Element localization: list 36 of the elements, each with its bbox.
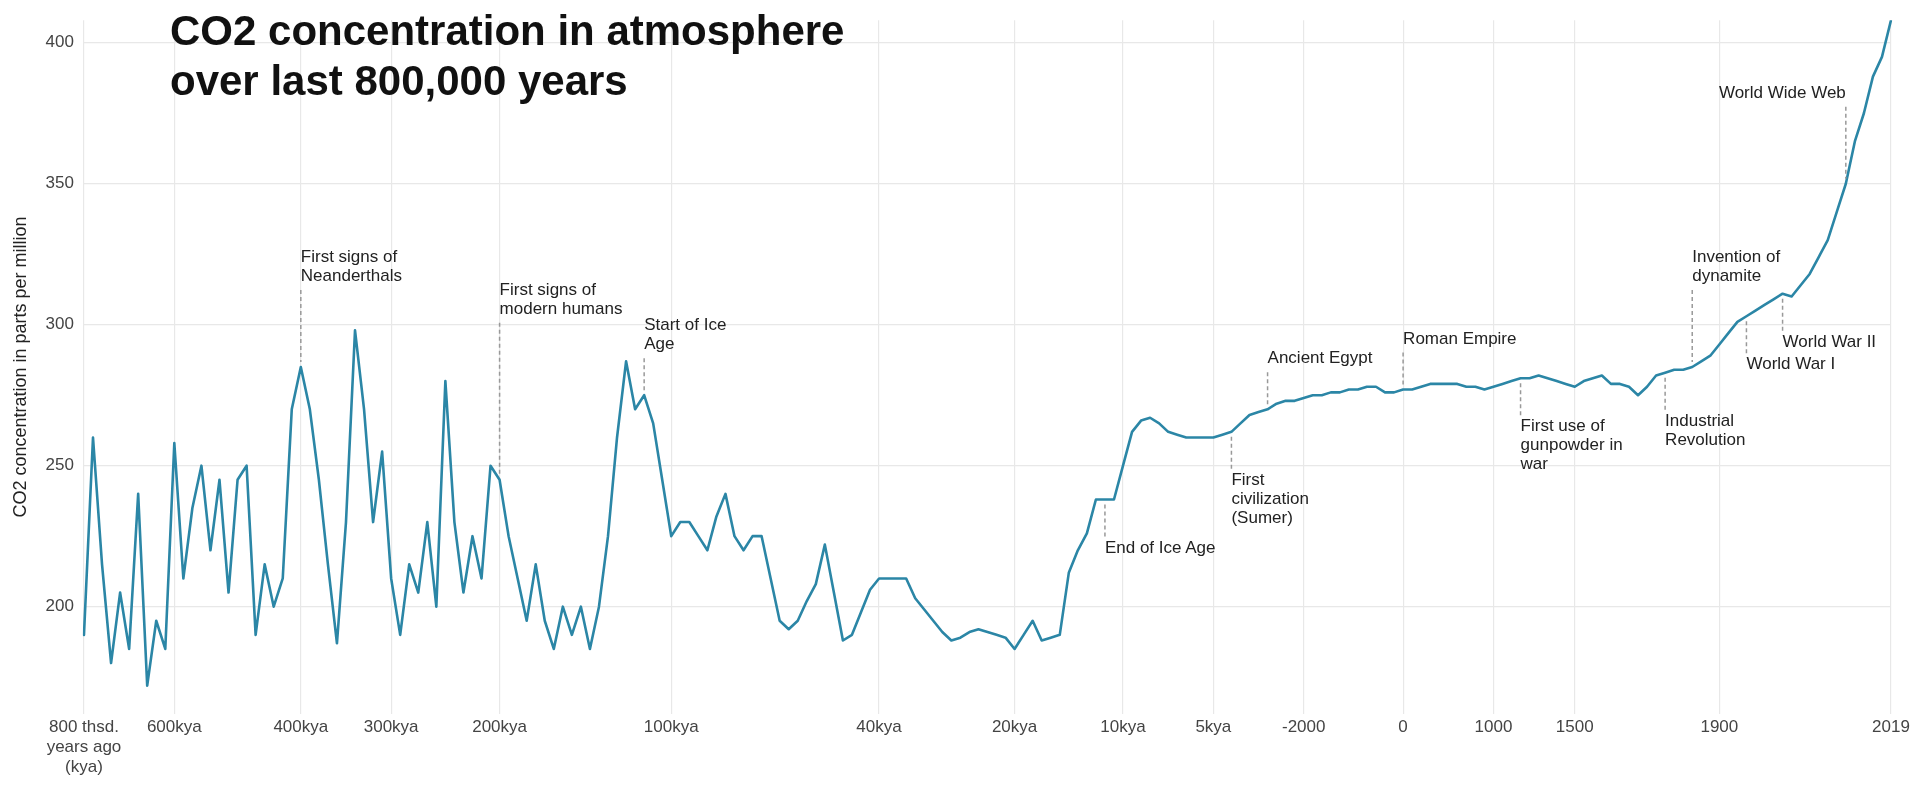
x-tick-label: 10kya (1100, 716, 1147, 736)
data-label: End of Ice Age (1104, 537, 1216, 557)
x-tick-label: 200kya (472, 716, 528, 736)
x-tick-label: 2019 (1872, 716, 1910, 736)
x-tick-label: 600kya (146, 716, 203, 736)
x-tick-label: 20kya (991, 716, 1038, 736)
x-tick-label: 400kya (273, 716, 329, 736)
x-tick-label: 0 (1398, 716, 1408, 736)
x-tick-label: 1000 (1474, 716, 1513, 736)
chart-title: CO2 concentration in atmosphere over last 800,000 years (170, 6, 846, 107)
x-tick-label: -2000 (1281, 716, 1326, 736)
y-tick-label: 250 (45, 455, 74, 475)
x-tick-label: 5kya (1195, 716, 1232, 736)
data-label: Industrial Revolution (1665, 410, 1746, 449)
y-tick-label: 400 (45, 32, 74, 52)
x-tick-label: 1900 (1700, 716, 1739, 736)
data-label: Ancient Egypt (1267, 348, 1373, 368)
data-label: Roman Empire (1403, 328, 1517, 348)
y-axis-title: CO2 concentration in parts per million (9, 216, 30, 518)
x-tick-label: 300kya (363, 716, 420, 736)
data-label: World War I (1746, 354, 1836, 374)
data-label: First signs of Neanderthals (300, 247, 402, 286)
data-label: Invention of dynamite (1692, 247, 1781, 286)
y-tick-label: 300 (45, 314, 74, 334)
data-label: First signs of modern humans (499, 279, 623, 318)
data-label: World War II (1782, 331, 1877, 351)
y-tick-label: 200 (45, 596, 74, 616)
x-tick-label: 800 thsd. years ago (kya) (46, 716, 122, 777)
x-tick-label: 1500 (1555, 716, 1594, 736)
y-tick-label: 350 (45, 173, 74, 193)
data-label: First civilization (Sumer) (1231, 470, 1309, 528)
data-label: Start of Ice Age (644, 315, 727, 354)
x-tick-label: 40kya (856, 716, 903, 736)
data-label: World Wide Web (1718, 82, 1846, 102)
data-label: First use of gunpowder in war (1519, 416, 1623, 474)
x-tick-label: 100kya (643, 716, 700, 736)
